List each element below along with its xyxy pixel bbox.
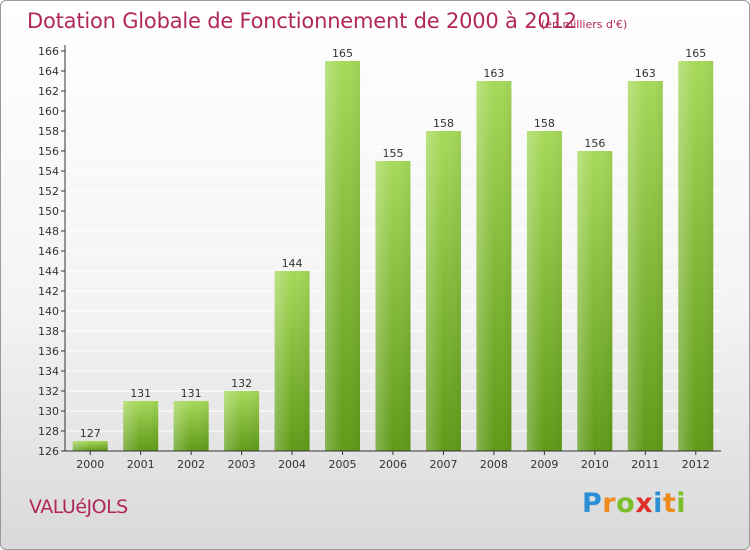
y-tick-label: 148 [38,225,59,238]
y-tick-label: 132 [38,385,59,398]
y-tick-label: 128 [38,425,59,438]
bar-highlight [224,391,260,451]
x-tick-label: 2010 [581,458,609,471]
x-tick-label: 2007 [429,458,457,471]
data-label: 163 [483,67,504,80]
bar-highlight [375,161,411,451]
x-tick-label: 2008 [480,458,508,471]
x-tick-label: 2003 [228,458,256,471]
data-label: 144 [282,257,303,270]
x-tick-label: 2011 [631,458,659,471]
y-tick-label: 126 [38,445,59,458]
y-tick-label: 154 [38,165,59,178]
data-label: 158 [534,117,555,130]
bar-highlight [325,61,361,451]
bar-highlight [476,81,512,451]
data-label: 158 [433,117,454,130]
data-label: 132 [231,377,252,390]
x-tick-label: 2012 [682,458,710,471]
y-tick-label: 134 [38,365,59,378]
data-label: 155 [383,147,404,160]
y-tick-label: 162 [38,85,59,98]
y-tick-label: 138 [38,325,59,338]
y-tick-label: 158 [38,125,59,138]
data-label: 165 [332,47,353,60]
logo-letter: r [602,488,617,519]
x-tick-label: 2006 [379,458,407,471]
bar-highlight [678,61,714,451]
x-tick-label: 2002 [177,458,205,471]
x-tick-label: 2001 [127,458,155,471]
data-label: 131 [181,387,202,400]
logo-letter: i [653,488,663,519]
commune-name: VALUéJOLS [29,496,128,518]
logo-letter: t [662,488,677,519]
y-tick-label: 144 [38,265,59,278]
y-tick-label: 166 [38,45,59,58]
y-tick-label: 140 [38,305,59,318]
y-tick-label: 152 [38,185,59,198]
bar-highlight [123,401,159,451]
x-tick-label: 2005 [329,458,357,471]
data-label: 163 [635,67,656,80]
logo-letter: o [616,488,636,519]
y-tick-label: 136 [38,345,59,358]
bar-highlight [526,131,562,451]
x-tick-label: 2009 [530,458,558,471]
x-tick-label: 2004 [278,458,306,471]
bar-highlight [72,441,108,451]
bar-highlight [274,271,310,451]
data-label: 156 [584,137,605,150]
bar-highlight [577,151,613,451]
y-tick-label: 150 [38,205,59,218]
logo-letter: i [676,488,687,519]
logo-letter: x [635,488,654,519]
data-label: 165 [685,47,706,60]
bars [72,61,714,451]
bar-highlight [627,81,663,451]
y-tick-label: 156 [38,145,59,158]
y-tick-label: 130 [38,405,59,418]
logo-letter: P [582,488,603,519]
chart-unit: (en milliers d'€) [541,18,628,31]
data-label: 131 [130,387,151,400]
y-tick-label: 164 [38,65,59,78]
y-tick-label: 142 [38,285,59,298]
data-label: 127 [80,427,101,440]
axes [61,45,721,455]
labels: 126 128 130 132 134 136 138 140 142 144 146 148 150 1… [38,45,710,471]
y-tick-label: 146 [38,245,59,258]
y-tick-label: 160 [38,105,59,118]
chart-title: Dotation Globale de Fonctionnement de 20… [27,9,577,33]
x-tick-label: 2000 [76,458,104,471]
proxiti-logo: Proxiti [582,488,686,519]
bar-highlight [425,131,461,451]
bar-highlight [173,401,209,451]
